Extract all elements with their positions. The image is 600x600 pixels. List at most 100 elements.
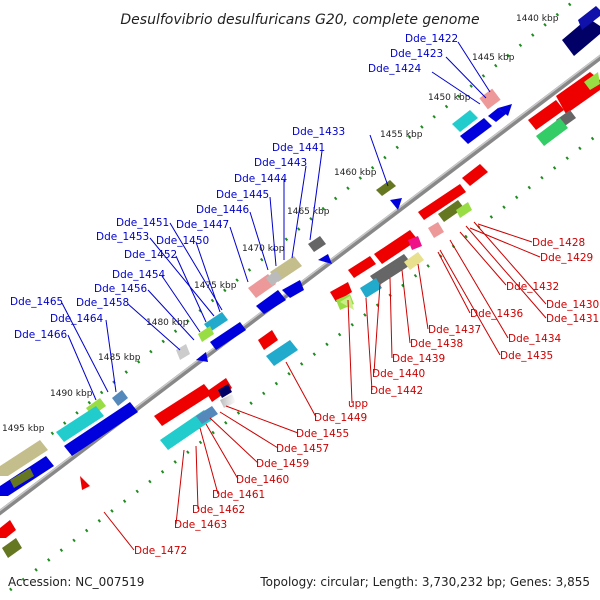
forward-labels: Dde_1422 Dde_1423 Dde_1424 Dde_1433 Dde_…	[10, 33, 458, 341]
gene-block[interactable]	[562, 18, 600, 56]
gene-label[interactable]: Dde_1462	[192, 504, 245, 516]
gene-block[interactable]	[198, 326, 214, 342]
gene-label[interactable]: Dde_1447	[176, 219, 229, 231]
gene-label[interactable]: Dde_1458	[76, 297, 129, 309]
gene-label[interactable]: Dde_1456	[94, 283, 148, 295]
gene-block[interactable]	[218, 384, 232, 398]
gene-block[interactable]	[282, 280, 304, 298]
gene-block[interactable]	[56, 406, 104, 442]
gene-label[interactable]: Dde_1472	[134, 545, 187, 557]
gene-block[interactable]	[258, 330, 278, 350]
gene-label[interactable]: Dde_1445	[216, 189, 269, 201]
gene-block[interactable]	[452, 110, 478, 132]
reverse-labels: Dde_1428 Dde_1429 Dde_1432 Dde_1430 Dde_…	[134, 237, 599, 557]
gene-block[interactable]	[428, 222, 444, 238]
gene-block[interactable]	[536, 118, 568, 146]
gene-block[interactable]	[256, 290, 286, 314]
gene-block[interactable]	[0, 440, 48, 476]
gene-block[interactable]	[266, 270, 282, 286]
gene-label[interactable]: Dde_1436	[470, 308, 524, 320]
gene-block[interactable]	[374, 230, 418, 264]
gene-label[interactable]: Dde_1444	[234, 173, 288, 185]
gene-block[interactable]	[340, 296, 354, 310]
gene-block[interactable]	[176, 344, 190, 360]
gene-block[interactable]	[0, 520, 16, 538]
gene-block[interactable]	[80, 476, 90, 490]
gene-block[interactable]	[456, 202, 472, 218]
gene-label[interactable]: Dde_1429	[540, 252, 593, 264]
forward-genes	[0, 6, 600, 496]
gene-label[interactable]: Dde_1431	[546, 313, 599, 325]
gene-label[interactable]: Dde_1454	[112, 269, 166, 281]
gene-label[interactable]: Dde_1439	[392, 353, 445, 365]
gene-label[interactable]: Dde_1459	[256, 458, 309, 470]
gene-label[interactable]: Dde_1464	[50, 313, 104, 325]
gene-block[interactable]	[408, 236, 422, 250]
gene-block[interactable]	[330, 282, 352, 302]
kbp-tick: 1455 kbp	[380, 130, 423, 140]
gene-block[interactable]	[308, 236, 326, 252]
gene-block[interactable]	[404, 252, 424, 270]
gene-block[interactable]	[462, 164, 488, 186]
gene-block[interactable]	[418, 184, 466, 220]
gene-label[interactable]: Dde_1457	[276, 443, 329, 455]
gene-label[interactable]: Dde_1430	[546, 299, 599, 311]
gene-label[interactable]: Dde_1453	[96, 231, 149, 243]
gene-block[interactable]	[578, 6, 600, 30]
gene-block[interactable]	[210, 322, 246, 350]
gene-block[interactable]	[196, 406, 218, 424]
gene-block[interactable]	[196, 352, 208, 362]
gene-block[interactable]	[348, 256, 376, 278]
gene-label[interactable]: Dde_1443	[254, 157, 307, 169]
gene-label[interactable]: Dde_1452	[124, 249, 177, 261]
genome-summary-text: Topology: circular; Length: 3,730,232 bp…	[259, 575, 590, 589]
gene-label[interactable]: Dde_1428	[532, 237, 585, 249]
gene-block[interactable]	[360, 278, 382, 298]
gene-label[interactable]: Dde_1466	[14, 329, 68, 341]
gene-block[interactable]	[220, 394, 236, 408]
kbp-tick: 1490 kbp	[50, 389, 93, 399]
gene-block[interactable]	[112, 390, 128, 406]
gene-label[interactable]: Dde_1437	[428, 324, 481, 336]
gene-block[interactable]	[479, 88, 501, 110]
gene-block[interactable]	[266, 340, 298, 366]
gene-label[interactable]: upp	[348, 398, 368, 410]
gene-block[interactable]	[370, 254, 412, 286]
kbp-tick: 1485 kbp	[98, 353, 141, 363]
gene-block[interactable]	[498, 104, 512, 116]
gene-label[interactable]: Dde_1442	[370, 385, 423, 397]
gene-block[interactable]	[10, 468, 34, 488]
gene-label[interactable]: Dde_1446	[196, 204, 250, 216]
gene-block[interactable]	[438, 200, 464, 222]
kbp-tick: 1450 kbp	[428, 93, 471, 103]
gene-label[interactable]: Dde_1422	[405, 33, 458, 45]
gene-label[interactable]: Dde_1440	[372, 368, 425, 380]
gene-label[interactable]: Dde_1450	[156, 235, 209, 247]
gene-block[interactable]	[376, 180, 396, 196]
gene-label[interactable]: Dde_1424	[368, 63, 422, 75]
gene-label[interactable]: Dde_1455	[296, 428, 349, 440]
gene-label[interactable]: Dde_1435	[500, 350, 553, 362]
gene-label[interactable]: Dde_1434	[508, 333, 562, 345]
gene-block[interactable]	[528, 100, 564, 130]
gene-label[interactable]: Dde_1432	[506, 281, 559, 293]
gene-label[interactable]: Dde_1463	[174, 519, 227, 531]
gene-label[interactable]: Dde_1433	[292, 126, 345, 138]
gene-block[interactable]	[460, 118, 492, 144]
gene-block[interactable]	[64, 402, 138, 456]
gene-label[interactable]: Dde_1460	[236, 474, 289, 486]
gene-block[interactable]	[488, 108, 506, 122]
gene-label[interactable]: Dde_1441	[272, 142, 325, 154]
gene-label[interactable]: Dde_1451	[116, 217, 169, 229]
gene-block[interactable]	[390, 198, 402, 210]
gene-label[interactable]: Dde_1461	[212, 489, 265, 501]
gene-label[interactable]: Dde_1449	[314, 412, 367, 424]
gene-block[interactable]	[318, 254, 332, 264]
gene-label[interactable]: Dde_1438	[410, 338, 463, 350]
kbp-tick: 1440 kbp	[516, 14, 559, 24]
gene-block[interactable]	[154, 384, 212, 426]
gene-label[interactable]: Dde_1465	[10, 296, 63, 308]
gene-block[interactable]	[584, 72, 600, 90]
gene-block[interactable]	[2, 538, 22, 558]
gene-label[interactable]: Dde_1423	[390, 48, 443, 60]
